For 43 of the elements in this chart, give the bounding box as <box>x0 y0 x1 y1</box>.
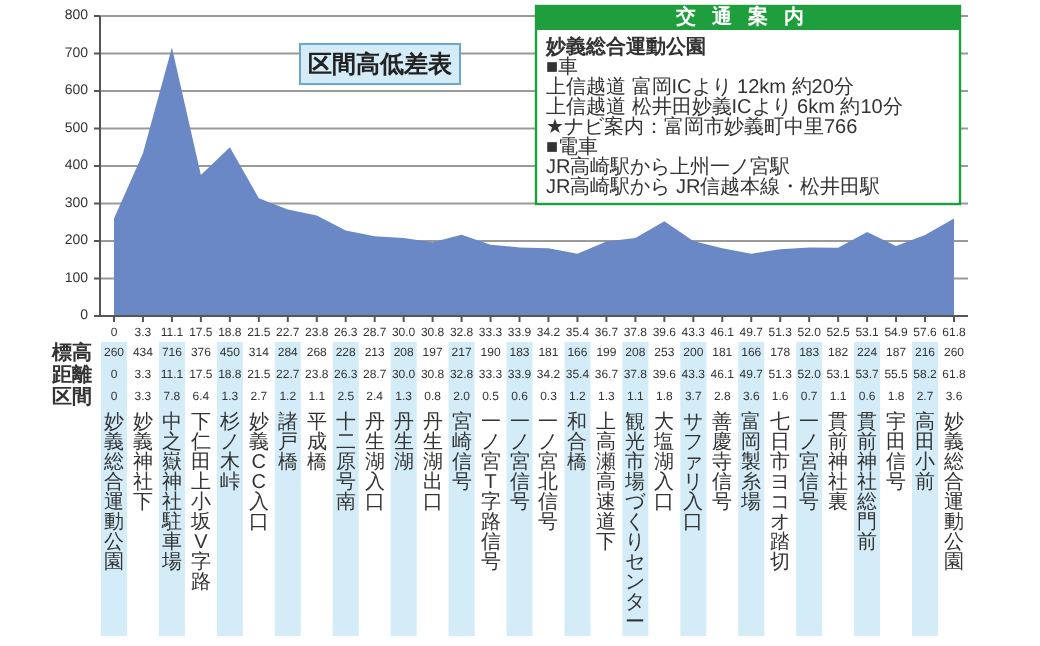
annotation: JR高崎駅から JR信越本線・松井田駅 <box>546 175 881 199</box>
annotation: 上信越道 富岡ICより 12km 約20分 <box>546 75 854 99</box>
text: 諸戸橋 <box>277 409 298 473</box>
annotation: 上信越道 松井田妙義ICより 6km 約10分 <box>546 95 903 119</box>
text: 一ノ宮信号 <box>799 411 820 513</box>
text: 貫前神社総門前 <box>855 411 878 553</box>
text: 平成橋 <box>306 411 327 473</box>
text: 一ノ宮T字路信号 <box>480 411 501 573</box>
text: 標高 <box>50 341 92 365</box>
text: 一ノ宮北信号 <box>538 411 559 533</box>
text: 妙義CC入口 <box>248 411 269 533</box>
text: 高田小前 <box>915 409 936 493</box>
text: 上高瀬高速道下 <box>596 409 617 553</box>
annotation: ■電車 <box>546 135 599 159</box>
text: 一ノ宮信号 <box>509 411 530 513</box>
text: 下仁田上小坂V字路 <box>190 411 211 593</box>
text: 七日市ヨコオ踏切 <box>770 409 791 573</box>
annotation: ■車 <box>546 55 579 79</box>
text: 中之嶽神社駐車場 <box>159 409 182 573</box>
text: 十二原号南 <box>335 409 356 513</box>
text: 富岡製糸場 <box>739 409 762 513</box>
text: 宮崎信号 <box>451 409 472 493</box>
text: 観光市場づくりセンター <box>625 411 646 633</box>
text: 交通案内 <box>674 5 820 29</box>
text: 宇田信号 <box>886 409 907 493</box>
text: 和合橋 <box>567 409 588 473</box>
text: サファリ入口 <box>683 411 704 533</box>
text: 妙義総合運動公園 <box>102 411 124 573</box>
text: 区間高低差表 <box>308 50 454 78</box>
text: 貫前神社裏 <box>828 411 849 513</box>
annotation: ★ナビ案内：富岡市妙義町中里766 <box>546 115 859 139</box>
text: 善慶寺信号 <box>712 409 733 513</box>
text: 区間 <box>52 385 92 409</box>
annotation: JR高崎駅から上州一ノ宮駅 <box>546 155 791 179</box>
text: 距離 <box>50 363 92 387</box>
text: 妙義総合運動公園 <box>942 411 964 573</box>
text: 杉ノ木峠 <box>217 409 240 493</box>
text: 妙義神社下 <box>132 411 153 513</box>
text: 丹生湖出口 <box>422 411 443 513</box>
text: 丹生湖入口 <box>364 411 385 513</box>
annotation: 妙義総合運動公園 <box>544 35 706 59</box>
text: 丹生湖 <box>393 411 414 473</box>
text: 大塩湖入口 <box>652 409 675 513</box>
